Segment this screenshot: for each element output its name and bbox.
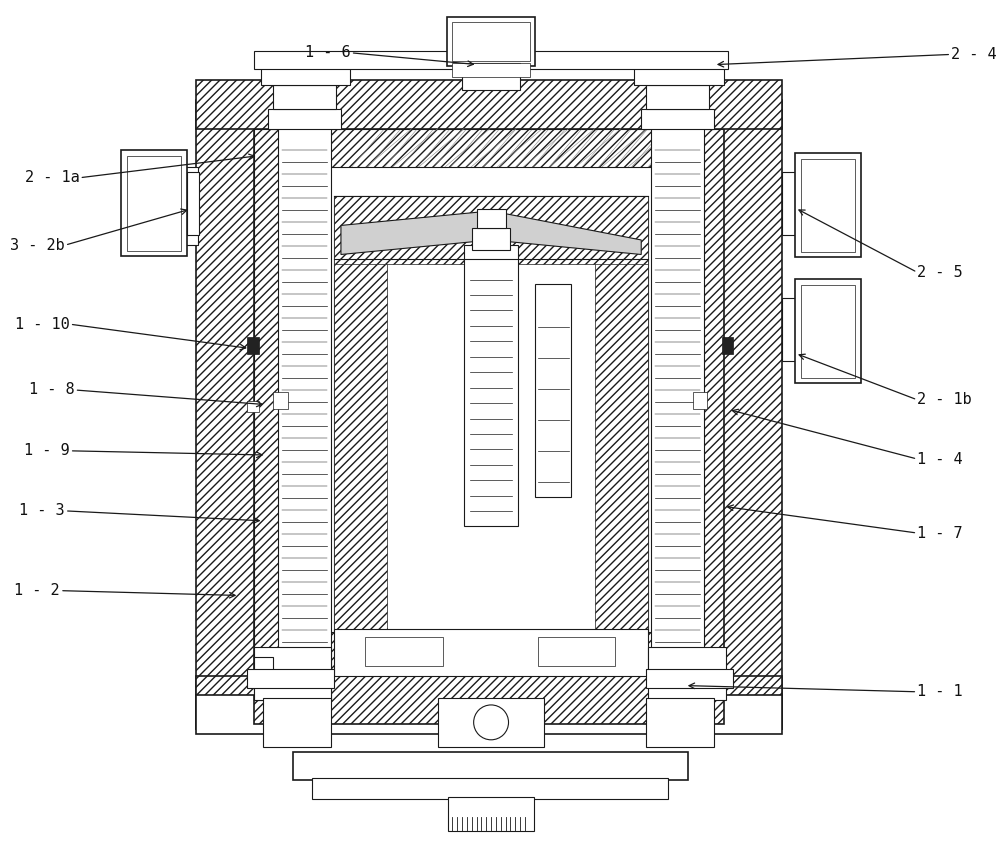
Bar: [472, 228, 510, 250]
Bar: [334, 196, 648, 633]
Bar: [595, 245, 648, 633]
Bar: [448, 797, 534, 831]
Polygon shape: [254, 128, 724, 681]
Bar: [722, 337, 733, 354]
Bar: [648, 647, 726, 700]
Bar: [293, 752, 688, 779]
Bar: [452, 63, 530, 77]
Bar: [187, 172, 199, 235]
Bar: [782, 172, 797, 235]
Bar: [196, 99, 254, 729]
Bar: [365, 637, 443, 666]
Bar: [651, 119, 704, 685]
Bar: [176, 177, 188, 235]
Bar: [795, 278, 861, 384]
Bar: [801, 159, 855, 251]
Bar: [464, 245, 518, 526]
Text: 1 - 3: 1 - 3: [19, 503, 65, 519]
Bar: [268, 110, 341, 128]
Bar: [254, 51, 728, 69]
Text: 1 - 8: 1 - 8: [29, 382, 75, 397]
Text: 1 - 9: 1 - 9: [24, 443, 70, 458]
Text: 1 - 4: 1 - 4: [917, 452, 963, 467]
Bar: [782, 298, 797, 361]
Bar: [334, 245, 387, 633]
Bar: [326, 167, 656, 633]
Bar: [724, 99, 782, 729]
Bar: [641, 110, 714, 128]
Bar: [646, 698, 714, 746]
Bar: [247, 401, 259, 413]
Bar: [196, 676, 782, 729]
Bar: [254, 647, 331, 700]
Polygon shape: [341, 211, 641, 255]
Bar: [334, 629, 648, 676]
Bar: [186, 167, 198, 245]
Bar: [477, 209, 506, 228]
Text: 2 - 1b: 2 - 1b: [917, 392, 972, 408]
Bar: [127, 155, 181, 250]
Text: 1 - 7: 1 - 7: [917, 526, 963, 541]
Text: 1 - 6: 1 - 6: [305, 45, 351, 60]
Bar: [646, 85, 709, 110]
Bar: [801, 284, 855, 378]
Bar: [273, 392, 288, 409]
Text: 2 - 5: 2 - 5: [917, 265, 963, 280]
Text: 1 - 10: 1 - 10: [15, 317, 70, 332]
Bar: [447, 17, 535, 65]
Bar: [273, 85, 336, 110]
Bar: [538, 637, 615, 666]
Text: 3 - 2b: 3 - 2b: [10, 238, 65, 253]
Bar: [438, 698, 544, 746]
Bar: [121, 150, 187, 256]
Bar: [278, 119, 331, 685]
Bar: [263, 698, 331, 746]
Bar: [165, 187, 178, 226]
Bar: [452, 22, 530, 61]
Bar: [693, 392, 707, 409]
Bar: [334, 196, 648, 264]
Bar: [247, 669, 334, 689]
Bar: [261, 65, 350, 85]
Text: 1 - 1: 1 - 1: [917, 684, 963, 700]
Text: 2 - 1a: 2 - 1a: [25, 171, 79, 185]
Bar: [646, 669, 733, 689]
Bar: [634, 65, 724, 85]
Polygon shape: [196, 695, 782, 734]
Bar: [247, 337, 259, 354]
Text: 2 - 4: 2 - 4: [951, 47, 997, 62]
Circle shape: [474, 705, 509, 739]
Bar: [312, 778, 668, 799]
Text: 1 - 2: 1 - 2: [14, 583, 60, 599]
Polygon shape: [254, 656, 331, 700]
Bar: [462, 63, 520, 90]
Bar: [196, 80, 782, 128]
Bar: [535, 284, 571, 497]
Bar: [795, 153, 861, 257]
